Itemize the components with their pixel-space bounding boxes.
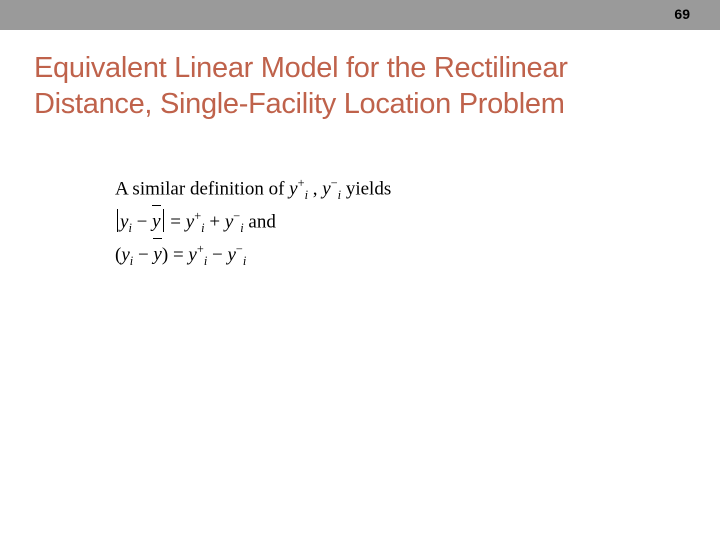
eq2-ysub: i xyxy=(128,221,131,235)
eq2-plus: + xyxy=(209,211,224,232)
eq2-yplus-base: y xyxy=(186,211,194,232)
header-bar: 69 xyxy=(0,0,720,30)
yplus-sub: i xyxy=(305,188,308,202)
eq3-minus: − xyxy=(133,244,153,265)
intro-suffix: yields xyxy=(346,178,391,199)
eq2-yplus-sub: i xyxy=(201,221,204,235)
eq2-yminus-sub: i xyxy=(240,221,243,235)
eq2-eq: = xyxy=(170,211,185,232)
title-line-1: Equivalent Linear Model for the Rectilin… xyxy=(34,52,568,84)
abs-open-icon xyxy=(117,209,118,232)
eq3-yminus-base: y xyxy=(227,244,235,265)
eq3-eq: = xyxy=(173,244,188,265)
eq2-minus: − xyxy=(132,211,152,232)
yminus-sub: i xyxy=(338,188,341,202)
eq3-y: y xyxy=(121,244,129,265)
abs-close-icon xyxy=(163,209,164,232)
content-line-3: (yi − y) = y+i − y−i xyxy=(115,239,720,272)
eq2-yminus-base: y xyxy=(225,211,233,232)
eq2-ybar: y xyxy=(152,206,160,238)
comma: , xyxy=(313,178,323,199)
yplus-base: y xyxy=(289,178,297,199)
eq2-tail: and xyxy=(248,211,275,232)
title-line-2: Distance, Single-Facility Location Probl… xyxy=(34,88,565,120)
content-line-2: yi − y = y+i + y−i and xyxy=(115,206,720,239)
eq3-close: ) xyxy=(162,244,168,265)
title-area: Equivalent Linear Model for the Rectilin… xyxy=(0,30,720,123)
eq3-yminus-sup: − xyxy=(236,242,243,256)
yminus-sup: − xyxy=(331,176,338,190)
content-line-1: A similar definition of y+i , y−i yields xyxy=(115,173,720,206)
eq3-yplus-sub: i xyxy=(204,254,207,268)
eq3-yplus-base: y xyxy=(188,244,196,265)
eq3-ybar: y xyxy=(153,239,161,271)
yminus-base: y xyxy=(322,178,330,199)
eq3-yplus-sup: + xyxy=(197,242,204,256)
intro-prefix: A similar definition of xyxy=(115,178,289,199)
yplus-sup: + xyxy=(298,176,305,190)
eq3-ysub: i xyxy=(130,254,133,268)
slide-title: Equivalent Linear Model for the Rectilin… xyxy=(34,50,686,123)
eq3-rhs-minus: − xyxy=(212,244,227,265)
content-area: A similar definition of y+i , y−i yields… xyxy=(0,123,720,272)
eq3-yminus-sub: i xyxy=(243,254,246,268)
page-number: 69 xyxy=(674,6,690,22)
